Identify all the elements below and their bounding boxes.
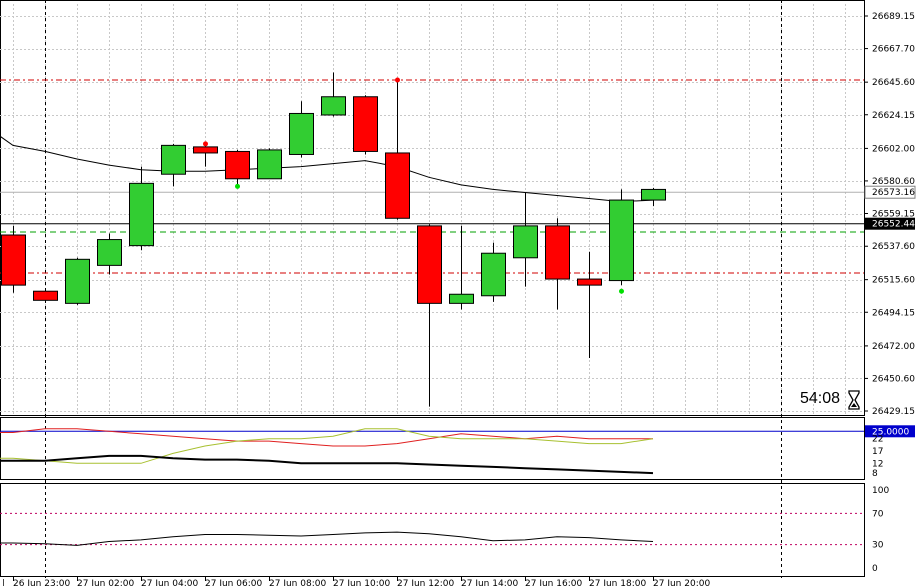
adx-level-label: 25.0000 xyxy=(872,427,909,437)
bear-candle xyxy=(353,96,378,152)
bull-candle xyxy=(321,96,346,116)
price-tick-label: 26689.15 xyxy=(872,12,915,22)
adx-tick-label: 22 xyxy=(872,435,883,445)
price-tick-label: 26602.00 xyxy=(872,144,915,154)
time-tick-label: 27 Jun 06:00 xyxy=(205,579,262,586)
buy-arrow-marker xyxy=(619,288,624,294)
adx-plus-di-line xyxy=(0,428,653,447)
moving-average-line xyxy=(0,135,654,203)
rsi-tick-label: 100 xyxy=(872,486,889,496)
price-tick-label: 26580.60 xyxy=(872,177,915,187)
bear-candle xyxy=(1,234,26,286)
bull-candle xyxy=(65,258,90,304)
price-tick-label: 26472.00 xyxy=(872,342,915,352)
bear-candle xyxy=(577,278,602,286)
bear-candle xyxy=(225,150,250,180)
price-tick-label: 26450.60 xyxy=(872,374,915,384)
candles xyxy=(1,72,666,407)
bear-candle xyxy=(193,146,218,154)
bull-candle xyxy=(609,199,634,282)
bull-candle xyxy=(97,239,122,266)
time-tick-label: 27 Jun 16:00 xyxy=(525,579,582,586)
rsi-tick-label: 0 xyxy=(872,564,878,574)
bear-candle xyxy=(417,225,442,304)
adx-tick-label: 8 xyxy=(872,469,878,479)
bull-candle xyxy=(641,188,666,201)
bull-candle xyxy=(257,149,282,180)
ask-price-label: 26552.44 xyxy=(872,220,915,230)
bull-candle xyxy=(161,144,186,175)
price-tick-label: 26559.15 xyxy=(872,210,915,220)
sell-arrow-marker xyxy=(395,77,400,83)
bull-candle xyxy=(513,225,538,259)
price-axis: 26689.15 26667.70 26645.60 26624.15 26602.00… xyxy=(864,12,915,417)
hourglass-icon xyxy=(848,390,860,410)
adx-panel-frame xyxy=(0,417,865,480)
adx-minus-di-line xyxy=(0,428,654,464)
bull-candle xyxy=(449,293,474,304)
rsi-tick-label: 30 xyxy=(872,541,884,551)
price-tick-label: 26645.60 xyxy=(872,78,915,88)
bear-candle xyxy=(545,225,570,280)
price-tick-label: 26515.60 xyxy=(872,276,915,286)
time-tick-label: 27 Jun 08:00 xyxy=(269,579,326,586)
time-tick-label: 27 Jun 12:00 xyxy=(397,579,454,586)
adx-tick-label: 17 xyxy=(872,447,883,457)
time-tick-label: 27 Jun 20:00 xyxy=(653,579,710,586)
bear-candle xyxy=(385,152,410,219)
price-tick-label: 26429.15 xyxy=(872,407,915,417)
sell-arrow-marker xyxy=(203,141,208,147)
ask-price-tag xyxy=(865,217,915,230)
rsi-line xyxy=(0,531,654,546)
time-tick-label: 27 Jun 10:00 xyxy=(333,579,390,586)
adx-level-tag xyxy=(865,425,915,438)
buy-arrow-marker xyxy=(235,183,240,189)
adx-tick-label: 12 xyxy=(872,459,883,469)
adx-main-line xyxy=(0,454,654,475)
time-tick-label: 27 Jun 02:00 xyxy=(77,579,134,586)
rsi-tick-label: 70 xyxy=(872,509,884,519)
bid-price-tag xyxy=(864,185,916,199)
bear-candle xyxy=(33,290,58,301)
price-tick-label: 26667.70 xyxy=(872,45,915,55)
time-tick-label: 26 Jun 23:00 xyxy=(13,579,70,586)
price-tick-label: 26624.15 xyxy=(872,111,915,121)
time-tick-label: 27 Jun 14:00 xyxy=(461,579,518,586)
time-tick-label: 27 Jun 04:00 xyxy=(141,579,198,586)
grid xyxy=(0,0,864,578)
bid-price-label: 26573.16 xyxy=(872,188,915,198)
time-axis: 26 Jun 23:00 27 Jun 02:00 27 Jun 04:00 27 J… xyxy=(2,577,710,586)
time-axis-left-edge: | xyxy=(2,579,5,586)
time-tick-label: 27 Jun 18:00 xyxy=(589,579,646,586)
bull-candle xyxy=(129,182,154,247)
bull-candle xyxy=(481,252,506,297)
price-tick-label: 26494.15 xyxy=(872,308,915,318)
price-tick-label: 26537.60 xyxy=(872,242,915,252)
bull-candle xyxy=(289,112,314,155)
rsi-panel-frame xyxy=(0,483,865,577)
bar-countdown: 54:08 xyxy=(800,390,841,407)
